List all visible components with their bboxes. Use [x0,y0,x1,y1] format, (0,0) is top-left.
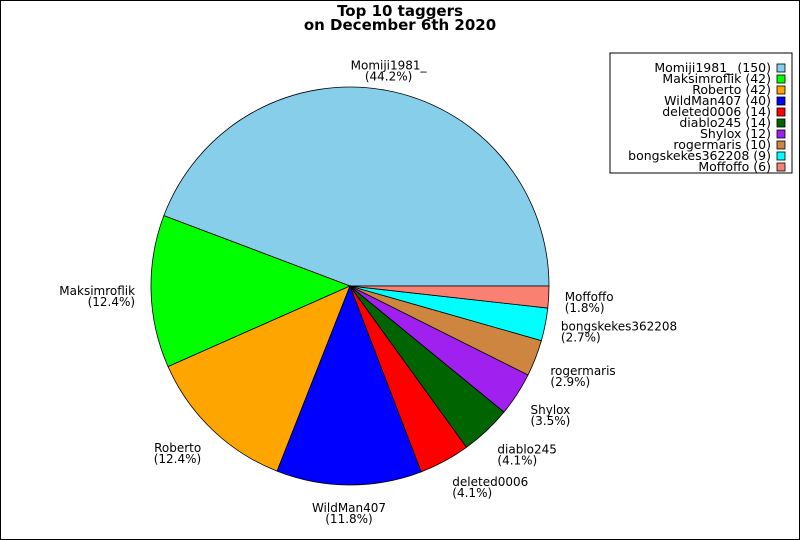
slice-label-name: bongskekes362208 [561,320,677,334]
slice-label-percent: (4.1%) [497,454,537,468]
legend-entry-label: Maksimroflik (42) [662,71,771,86]
slice-label-percent: (2.9%) [550,375,590,389]
legend-entry-label: Momiji1981_ (150) [654,60,771,75]
legend-entry-label: deleted0006 (14) [662,104,771,119]
legend-swatch [776,129,786,139]
slice-label-name: Momiji1981_ [351,59,428,73]
legend-entry-label: rogermaris (10) [673,137,771,152]
legend-swatch [776,63,786,73]
legend-swatch [776,96,786,106]
slice-label-percent: (12.4%) [88,295,135,309]
slice-label-percent: (11.8%) [325,512,372,526]
legend: Momiji1981_ (150)Maksimroflik (42)Robert… [609,52,793,174]
slice-label-percent: (2.7%) [561,331,601,345]
legend-entry-label: bongskekes362208 (9) [628,148,771,163]
slice-label-name: Roberto [154,441,201,455]
slice-label-name: Moffoffo [565,290,614,304]
legend-entry-label: diablo245 (14) [679,115,771,130]
legend-swatch [776,162,786,172]
slice-labels: Momiji1981_(44.2%)Maksimroflik(12.4%)Rob… [59,59,677,527]
slice-label-name: Shylox [531,403,571,417]
legend-swatch [776,118,786,128]
pie-slice-roberto [167,285,351,472]
slice-label-name: diablo245 [497,443,557,457]
legend-swatch [776,140,786,150]
slice-label-percent: (4.1%) [452,486,492,500]
legend-swatch [776,151,786,161]
legend-entry-label: WildMan407 (40) [664,93,771,108]
slice-label-name: WildMan407 [312,501,386,515]
pie-slice-wildman407 [276,284,422,486]
pie-slices [150,86,550,486]
slice-label-percent: (12.4%) [154,452,201,466]
slice-label-name: rogermaris [550,364,615,378]
chart-title-line1: Top 10 taggers [337,2,463,20]
slice-label-percent: (1.8%) [565,301,605,315]
legend-swatch [776,107,786,117]
legend-swatch [776,74,786,84]
pie-slice-maksimroflik [150,215,352,368]
slice-label-percent: (3.5%) [531,414,571,428]
pie-slice-moffoffo [349,285,550,309]
slice-label-percent: (44.2%) [365,70,412,84]
slice-label-name: Maksimroflik [59,284,135,298]
chart-title-line2: on December 6th 2020 [304,16,496,34]
slice-label-name: deleted0006 [452,475,528,489]
pie-slice-momiji1981 [163,86,550,287]
legend-entry-label: Shylox (12) [700,126,771,141]
legend-entry-label: Roberto (42) [692,82,771,97]
legend-swatch [776,85,786,95]
legend-box [609,52,793,174]
legend-entry-label: Moffoffo (6) [698,159,771,174]
